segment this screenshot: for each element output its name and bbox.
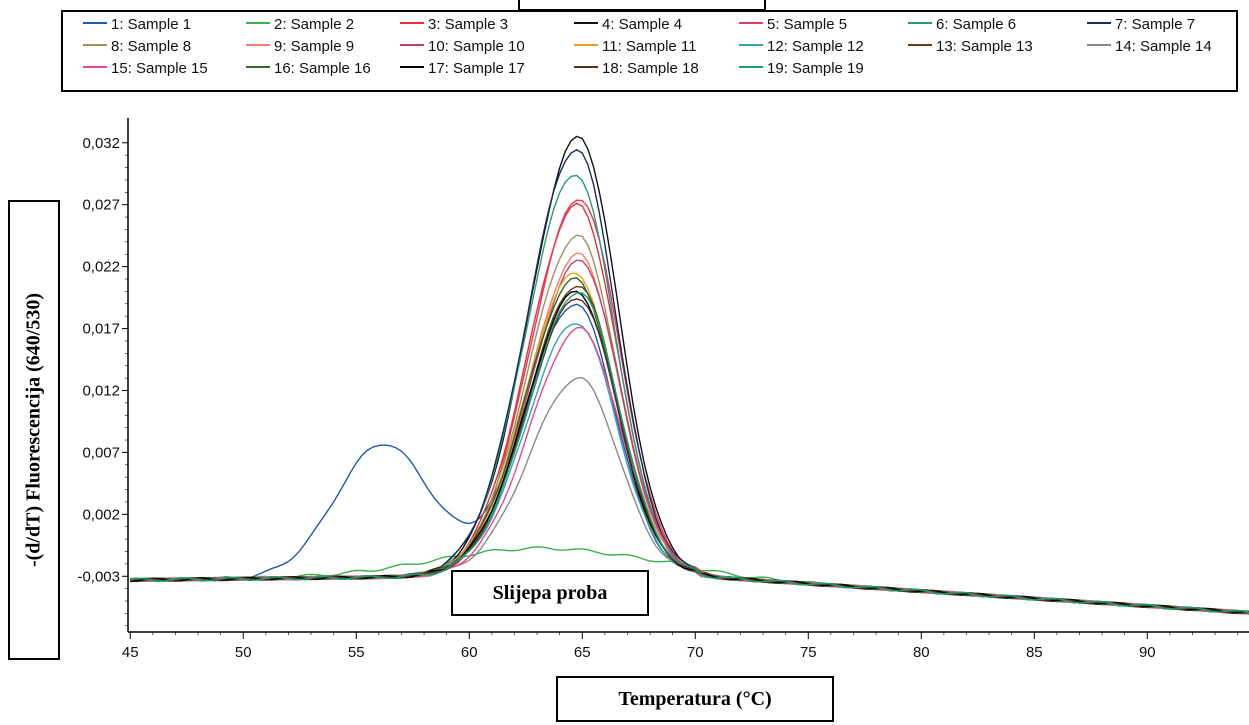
legend-swatch xyxy=(400,44,424,47)
x-tick-label: 80 xyxy=(913,644,930,661)
series-line xyxy=(130,259,1249,615)
legend-label: 17: Sample 17 xyxy=(428,60,525,77)
series-line xyxy=(130,135,1249,614)
legend-label: 9: Sample 9 xyxy=(274,38,355,55)
legend-item: 3: Sample 3 xyxy=(400,16,508,33)
legend-swatch xyxy=(908,44,932,47)
legend-item: 8: Sample 8 xyxy=(83,38,191,55)
legend-swatch xyxy=(739,66,763,69)
legend-label: 7: Sample 7 xyxy=(1115,16,1196,33)
legend-item: 9: Sample 9 xyxy=(246,38,354,55)
series-line xyxy=(130,546,1249,615)
legend-swatch xyxy=(83,66,107,69)
series-lines xyxy=(130,135,1249,615)
x-tick-label: 60 xyxy=(461,644,478,661)
legend-item: 14: Sample 14 xyxy=(1087,38,1212,55)
legend-item: 2: Sample 2 xyxy=(246,16,354,33)
legend-item: 7: Sample 7 xyxy=(1087,16,1195,33)
legend-item: 19: Sample 19 xyxy=(739,60,864,77)
series-line xyxy=(130,148,1249,615)
y-axis-label: -(d/dT) Fluorescencija (640/530) xyxy=(22,292,45,568)
legend-swatch xyxy=(574,44,598,47)
legend-label: 14: Sample 14 xyxy=(1115,38,1212,55)
y-tick-label: -0,003 xyxy=(77,568,120,585)
y-tick-label: 0,032 xyxy=(82,135,120,152)
legend-swatch xyxy=(574,22,598,25)
legend-item: 4: Sample 4 xyxy=(574,16,682,33)
series-line xyxy=(130,285,1249,614)
y-tick-label: 0,027 xyxy=(82,197,120,214)
y-axis-label-box: -(d/dT) Fluorescencija (640/530) xyxy=(8,200,60,660)
legend-label: 19: Sample 19 xyxy=(767,60,864,77)
legend-swatch xyxy=(739,44,763,47)
series-line xyxy=(130,272,1249,614)
legend-label: 11: Sample 11 xyxy=(602,38,697,55)
legend-item: 5: Sample 5 xyxy=(739,16,847,33)
series-line xyxy=(130,277,1249,615)
y-tick-label: 0,022 xyxy=(82,259,120,276)
x-tick-label: 45 xyxy=(122,644,139,661)
x-tick-label: 70 xyxy=(687,644,704,661)
legend-label: 2: Sample 2 xyxy=(274,16,355,33)
legend-swatch xyxy=(83,44,107,47)
axes: -0,003 0,002 0,007 0,012 0,017 0,022 0,027 0,03… xyxy=(77,118,1249,661)
legend-swatch xyxy=(246,22,270,25)
legend-swatch xyxy=(400,22,424,25)
legend-label: 1: Sample 1 xyxy=(111,16,192,33)
legend-label: 10: Sample 10 xyxy=(428,38,525,55)
legend-swatch xyxy=(83,22,107,25)
legend-label: 3: Sample 3 xyxy=(428,16,509,33)
y-tick-label: 0,007 xyxy=(82,444,120,461)
legend-label: 18: Sample 18 xyxy=(602,60,699,77)
legend-label: 6: Sample 6 xyxy=(936,16,1017,33)
legend-label: 12: Sample 12 xyxy=(767,38,864,55)
legend-label: 13: Sample 13 xyxy=(936,38,1033,55)
legend-swatch xyxy=(400,66,424,69)
legend-item: 1: Sample 1 xyxy=(83,16,191,33)
legend-item: 17: Sample 17 xyxy=(400,60,525,77)
y-tick-label: 0,002 xyxy=(82,506,120,523)
series-line xyxy=(130,199,1249,614)
x-tick-label: 85 xyxy=(1026,644,1043,661)
legend-label: 16: Sample 16 xyxy=(274,60,371,77)
chart-legend: 1: Sample 1 2: Sample 2 3: Sample 3 4: Samp… xyxy=(61,10,1238,92)
x-tick-label: 55 xyxy=(348,644,365,661)
legend-item: 12: Sample 12 xyxy=(739,38,864,55)
legend-swatch xyxy=(574,66,598,69)
legend-swatch xyxy=(1087,22,1111,25)
x-tick-label: 90 xyxy=(1139,644,1156,661)
legend-swatch xyxy=(1087,44,1111,47)
x-tick-label: 75 xyxy=(800,644,817,661)
legend-item: 15: Sample 15 xyxy=(83,60,208,77)
legend-swatch xyxy=(908,22,932,25)
legend-label: 15: Sample 15 xyxy=(111,60,208,77)
legend-item: 18: Sample 18 xyxy=(574,60,699,77)
legend-swatch xyxy=(246,66,270,69)
series-line xyxy=(130,298,1249,614)
legend-item: 11: Sample 11 xyxy=(574,38,697,55)
series-line xyxy=(130,174,1249,613)
legend-item: 6: Sample 6 xyxy=(908,16,1016,33)
series-line xyxy=(130,234,1249,615)
x-tick-label: 50 xyxy=(235,644,252,661)
legend-label: 5: Sample 5 xyxy=(767,16,848,33)
legend-item: 13: Sample 13 xyxy=(908,38,1033,55)
x-tick-label: 65 xyxy=(574,644,591,661)
legend-swatch xyxy=(246,44,270,47)
legend-item: 10: Sample 10 xyxy=(400,38,525,55)
legend-label: 8: Sample 8 xyxy=(111,38,192,55)
legend-item: 16: Sample 16 xyxy=(246,60,371,77)
blank-sample-annotation: Slijepa proba xyxy=(451,570,649,616)
x-axis-label: Temperatura (°C) xyxy=(556,676,834,722)
legend-swatch xyxy=(739,22,763,25)
series-line xyxy=(130,252,1249,615)
legend-label: 4: Sample 4 xyxy=(602,16,683,33)
y-tick-label: 0,017 xyxy=(82,321,120,338)
series-line xyxy=(130,292,1249,614)
y-tick-label: 0,012 xyxy=(82,382,120,399)
